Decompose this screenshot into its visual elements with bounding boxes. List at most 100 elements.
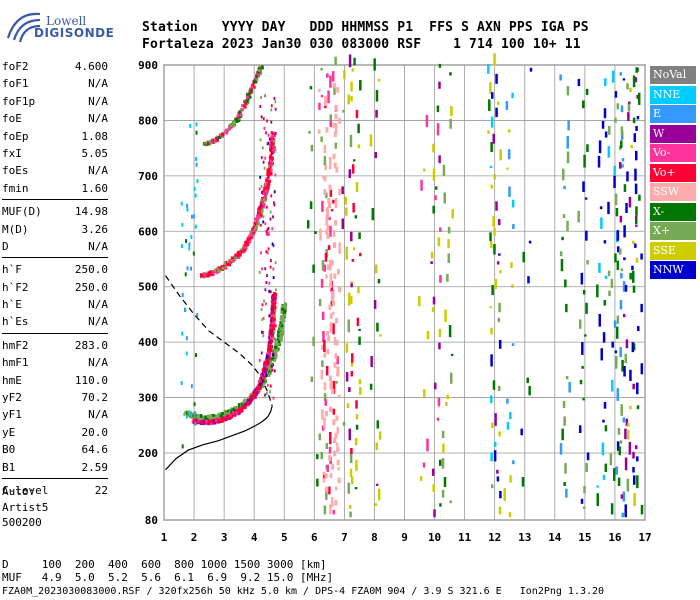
noise-mark <box>333 337 337 345</box>
noise-mark <box>563 185 566 190</box>
o-trace-point-hop2 <box>269 165 272 169</box>
o-trace-point-hop2 <box>262 202 266 206</box>
o-trace-point-hop3 <box>236 115 240 119</box>
noise-mark <box>613 165 616 177</box>
noise-mark <box>634 218 638 225</box>
param-name: hmF2 <box>2 338 29 352</box>
x-trace-point <box>270 362 273 366</box>
noise-mark <box>350 448 353 455</box>
noise-mark <box>349 468 353 478</box>
noise-mark <box>328 216 331 221</box>
param-row: M(D) 3.26 <box>2 221 108 238</box>
noise-mark <box>561 428 564 441</box>
ssw-band-mark <box>335 339 339 346</box>
noise-mark <box>338 188 341 196</box>
cusp-spread-point <box>274 107 277 111</box>
noise-mark <box>449 500 452 504</box>
y-tick-label: 300 <box>138 392 158 405</box>
noise-mark <box>565 303 568 313</box>
x-trace-point <box>213 416 217 420</box>
noise-mark <box>562 214 566 218</box>
noise-mark <box>620 268 624 272</box>
o-trace-point-hop2 <box>222 264 226 268</box>
noise-mark <box>359 252 362 257</box>
noise-mark <box>620 126 624 135</box>
param-row: yF1 N/A <box>2 406 108 423</box>
ssw-band-mark <box>333 437 337 444</box>
x-tick-label: 4 <box>251 531 258 544</box>
noise-mark <box>377 78 381 82</box>
noise-mark <box>596 485 599 488</box>
cusp-spread-point <box>271 227 274 231</box>
x-trace-point <box>239 402 243 406</box>
noise-mark <box>616 230 620 241</box>
noise-mark <box>422 462 426 468</box>
cusp-spread-point <box>264 94 267 98</box>
o-trace-point <box>246 401 250 405</box>
x-trace-point <box>201 417 205 421</box>
noise-mark <box>329 75 332 88</box>
noise-mark <box>359 79 362 91</box>
ssw-band-mark <box>331 388 335 395</box>
noise-mark <box>318 129 321 134</box>
cusp-spread-point <box>274 173 277 177</box>
o-trace-point-hop2 <box>273 134 277 138</box>
noise-mark <box>332 509 336 515</box>
cusp-spread-point <box>267 133 270 137</box>
noise-mark <box>318 102 321 110</box>
x-trace-point <box>225 412 229 416</box>
noise-mark <box>312 264 315 273</box>
noise-mark <box>580 498 584 504</box>
noise-mark <box>635 67 638 73</box>
o-trace-point-hop2 <box>261 209 264 213</box>
cusp-spread-point <box>273 352 276 356</box>
o-trace-point-hop2 <box>271 145 274 149</box>
o-trace-point <box>237 408 240 412</box>
noise-mark <box>443 477 447 488</box>
low-freq-scatter <box>190 235 193 240</box>
x-trace-point <box>280 319 284 323</box>
noise-mark <box>620 105 624 113</box>
o-trace-point-hop2 <box>270 136 274 140</box>
cusp-spread-point <box>261 330 264 334</box>
o-trace-point-hop3 <box>235 118 239 122</box>
cusp-spread-point <box>262 316 265 320</box>
noise-mark <box>446 394 449 400</box>
o-trace-point-hop2 <box>272 139 276 143</box>
cusp-spread-point <box>269 145 271 149</box>
low-freq-scatter <box>192 251 195 256</box>
noise-mark <box>622 78 626 81</box>
noise-mark <box>507 129 511 133</box>
noise-mark <box>376 420 380 429</box>
noise-mark <box>635 206 638 216</box>
o-trace-point-hop3 <box>250 88 253 92</box>
ssw-band-mark <box>326 264 330 271</box>
o-trace-point <box>271 293 275 297</box>
legend-entry: NNW <box>650 261 696 279</box>
o-trace-point <box>203 421 206 425</box>
noise-mark <box>624 428 627 440</box>
ssw-band-mark <box>329 313 333 319</box>
noise-mark <box>325 488 328 500</box>
noise-mark <box>598 140 602 154</box>
o-trace-point <box>229 414 232 418</box>
y-tick-label: 600 <box>138 225 158 238</box>
noise-mark <box>447 253 451 263</box>
low-freq-scatter <box>190 384 193 389</box>
legend-entry: E <box>650 105 696 123</box>
noise-mark <box>324 165 327 171</box>
cusp-spread-point <box>262 117 265 121</box>
noise-mark <box>585 463 588 472</box>
param-row: h`E N/A <box>2 296 108 313</box>
noise-mark <box>597 155 601 168</box>
o-trace-point-hop3 <box>228 127 231 131</box>
noise-mark <box>627 112 630 115</box>
noise-mark <box>450 106 453 116</box>
ssw-band-mark <box>334 499 338 506</box>
noise-mark <box>506 398 509 404</box>
x-tick-label: 2 <box>191 531 198 544</box>
noise-mark <box>321 311 325 320</box>
noise-mark <box>451 209 454 219</box>
noise-mark <box>617 477 621 486</box>
noise-mark <box>629 87 632 93</box>
